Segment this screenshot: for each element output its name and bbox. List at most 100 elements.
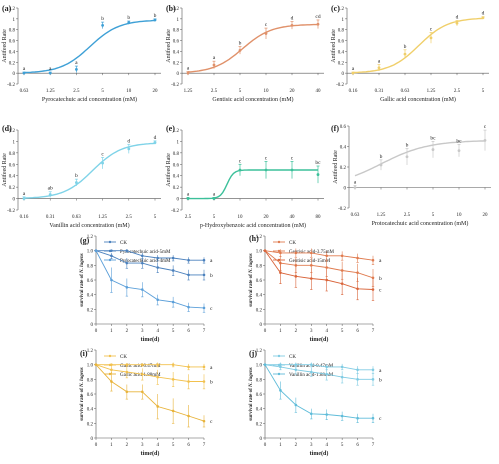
significance-letter: c — [265, 155, 268, 161]
x-tick-label: 6 — [187, 443, 190, 448]
data-point — [75, 181, 78, 184]
y-tick-label: 0.6 — [173, 40, 180, 45]
x-tick-label: 20 — [290, 89, 296, 94]
x-tick-label: 1.25 — [184, 89, 193, 94]
y-tick-label: 0.8 — [256, 378, 263, 383]
y-tick-label: 0.6 — [256, 279, 263, 284]
x-tick-label: 1.25 — [98, 215, 107, 220]
y-axis-label-species: N. lugens — [249, 253, 254, 274]
x-tick-label: 5 — [213, 215, 216, 220]
data-point — [325, 254, 329, 258]
y-tick-label: 0.6 — [340, 125, 347, 130]
series-line — [95, 364, 205, 422]
legend-label: Pyrocatechuic acid-4mM — [120, 259, 171, 264]
y-tick-label: 0.2 — [173, 186, 180, 191]
data-point — [125, 363, 129, 366]
y-tick-label: 0.2 — [256, 422, 263, 427]
data-point — [431, 148, 435, 151]
data-point — [264, 32, 268, 35]
y-tick-label: 1 — [342, 18, 345, 23]
legend-label: Gallic acid-0.47mM — [120, 364, 161, 369]
y-tick-label: 1 — [177, 140, 180, 145]
data-point — [127, 21, 131, 25]
x-tick-label: 0.31 — [375, 89, 384, 94]
y-tick-label: 0 — [342, 72, 345, 77]
x-tick-label: 40 — [316, 89, 322, 94]
data-point — [325, 372, 329, 376]
data-point — [101, 161, 104, 165]
series-line — [96, 364, 204, 368]
data-point — [110, 363, 113, 366]
legend-label: Gallic acid-1.88mM — [120, 373, 161, 378]
series-line — [264, 250, 374, 290]
x-tick-label: 2.5 — [211, 89, 218, 94]
x-axis-label: p-Hydroxybenzoic acid concentration (mM) — [200, 222, 306, 229]
data-point — [22, 71, 26, 75]
significance-letter: d — [127, 138, 130, 144]
panel-label: (j) — [249, 349, 257, 358]
y-tick-label: 0 — [13, 198, 16, 203]
data-point — [340, 269, 344, 272]
data-point — [356, 368, 359, 372]
data-point — [455, 21, 459, 25]
data-point — [171, 269, 175, 272]
significance-letter: a — [23, 191, 26, 197]
data-point — [351, 71, 355, 75]
significance-letter: a — [23, 66, 26, 72]
y-tick-label: 0.8 — [87, 378, 94, 383]
legend-label: Pyrocatechuic acid-5mM — [120, 250, 171, 255]
series-line — [264, 364, 373, 380]
y-tick-label: 0.4 — [340, 146, 347, 151]
data-point — [356, 287, 359, 291]
x-axis-label: time(d) — [310, 450, 329, 457]
x-tick-label: 2.5 — [454, 89, 461, 94]
significance-letter: cd — [315, 14, 320, 20]
y-axis-label-prefix: survival rate of — [249, 273, 254, 307]
data-point — [110, 380, 113, 383]
x-tick-label: 0 — [264, 329, 267, 334]
data-point — [294, 403, 298, 407]
data-point — [325, 365, 329, 369]
data-point — [110, 368, 113, 372]
significance-letter: b — [406, 143, 409, 149]
y-axis-label: survival rate of N. lugens — [249, 367, 254, 421]
significance-letter: a — [379, 258, 382, 264]
y-tick-label: 1.2 — [256, 349, 263, 354]
y-tick-label: 1 — [13, 140, 16, 145]
data-point — [294, 275, 298, 278]
data-point — [325, 278, 329, 282]
data-point — [264, 168, 268, 172]
data-point — [186, 197, 190, 200]
significance-letter: a — [187, 191, 190, 197]
data-point — [156, 298, 160, 302]
x-tick-label: 1.25 — [377, 213, 386, 218]
data-point — [309, 277, 313, 280]
data-point — [212, 197, 216, 200]
significance-letter: c — [430, 26, 433, 32]
y-tick-label: 0.2 — [340, 166, 347, 171]
x-tick-label: 1 — [110, 443, 113, 448]
y-tick-label: 1.2 — [256, 235, 263, 240]
data-point — [202, 306, 206, 310]
significance-letter: c — [210, 306, 213, 312]
x-tick-label: 40 — [290, 215, 296, 220]
data-point — [171, 363, 175, 366]
data-point — [481, 16, 485, 20]
y-tick-label: 0.4 — [9, 175, 16, 180]
fit-curve — [187, 23, 319, 73]
x-tick-label: 6 — [356, 329, 359, 334]
data-point — [356, 271, 359, 274]
x-tick-label: 0 — [264, 443, 267, 448]
panel-label: (c) — [331, 4, 340, 13]
panel-label: (b) — [166, 4, 176, 13]
y-tick-label: 0.2 — [256, 308, 263, 313]
x-tick-label: 3 — [141, 329, 144, 334]
data-point — [309, 264, 313, 267]
y-tick-label: 0.8 — [87, 264, 94, 269]
panel-label: (h) — [249, 234, 259, 243]
y-tick-label: 1.2 — [87, 349, 94, 354]
fit-curve — [188, 169, 318, 200]
data-point — [340, 414, 344, 418]
x-tick-label: 0.16 — [349, 89, 358, 94]
significance-letter: c — [291, 155, 294, 161]
